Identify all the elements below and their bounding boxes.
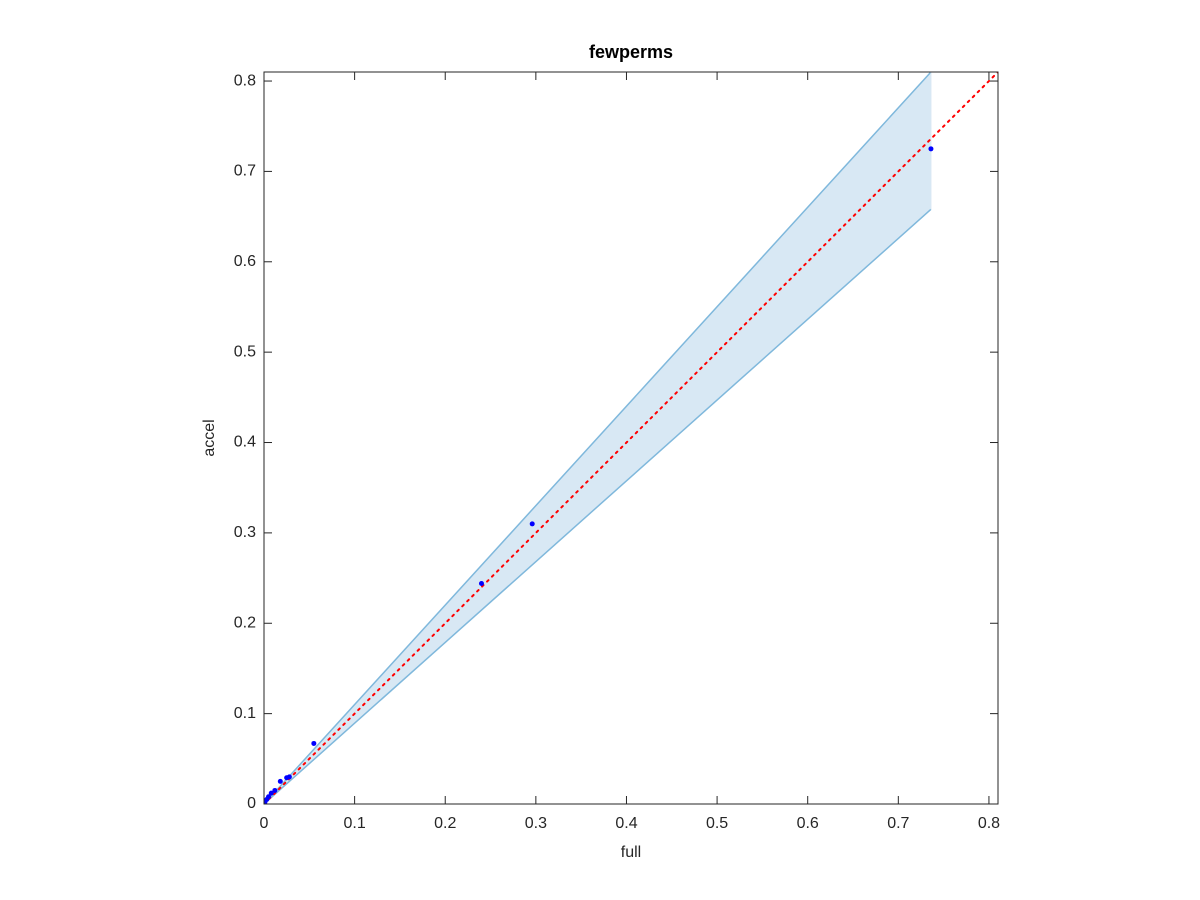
x-axis-label: full — [621, 844, 641, 861]
point — [284, 775, 290, 781]
reference-line — [264, 72, 998, 804]
point — [277, 778, 283, 784]
y-tick-label: 0.3 — [234, 524, 256, 541]
x-tick-label: 0 — [260, 815, 269, 832]
y-tick-label: 0 — [247, 795, 256, 812]
y-tick-label: 0.8 — [234, 72, 256, 89]
y-tick-label: 0.1 — [234, 705, 256, 722]
chart-title: fewperms — [589, 42, 673, 62]
y-tick-label: 0.5 — [234, 343, 256, 360]
x-tick-label: 0.5 — [706, 815, 728, 832]
y-tick-label: 0.2 — [234, 614, 256, 631]
band-upper-line — [264, 72, 932, 804]
x-tick-label: 0.2 — [434, 815, 456, 832]
x-tick-label: 0.1 — [343, 815, 365, 832]
y-tick-label: 0.6 — [234, 253, 256, 270]
point — [529, 521, 535, 527]
axes-box — [263, 71, 999, 805]
y-tick-label: 0.7 — [234, 163, 256, 180]
point — [268, 790, 274, 796]
y-tick-label: 0.4 — [234, 434, 256, 451]
point — [311, 740, 317, 746]
plot-area — [264, 72, 998, 804]
point — [478, 580, 484, 586]
x-tick-label: 0.4 — [615, 815, 637, 832]
point — [928, 146, 934, 152]
x-tick-label: 0.3 — [525, 815, 547, 832]
x-tick-label: 0.8 — [978, 815, 1000, 832]
x-tick-label: 0.6 — [797, 815, 819, 832]
y-axis-label: accel — [201, 419, 218, 456]
x-tick-label: 0.7 — [887, 815, 909, 832]
band-lower-line — [264, 208, 932, 804]
point — [264, 801, 267, 804]
point — [272, 787, 278, 793]
